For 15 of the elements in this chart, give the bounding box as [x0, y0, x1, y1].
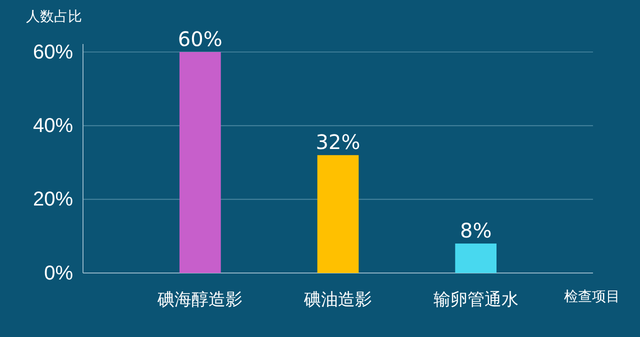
bar [179, 52, 221, 273]
y-tick-label: 20% [32, 188, 74, 211]
data-label: 32% [316, 130, 360, 154]
data-label: 8% [460, 218, 492, 243]
x-axis-title: 检查项目 [564, 289, 620, 305]
x-tick-label: 碘油造影 [303, 290, 372, 310]
data-label: 60% [178, 27, 222, 51]
y-axis-title: 人数占比 [26, 9, 82, 25]
x-tick-label: 输卵管通水 [433, 290, 518, 310]
y-tick-label: 40% [32, 115, 74, 138]
y-tick-label: 0% [44, 262, 74, 284]
bar [455, 244, 497, 273]
y-tick-label: 60% [32, 41, 74, 64]
x-tick-label: 碘海醇造影 [156, 290, 243, 310]
bar [317, 155, 359, 273]
